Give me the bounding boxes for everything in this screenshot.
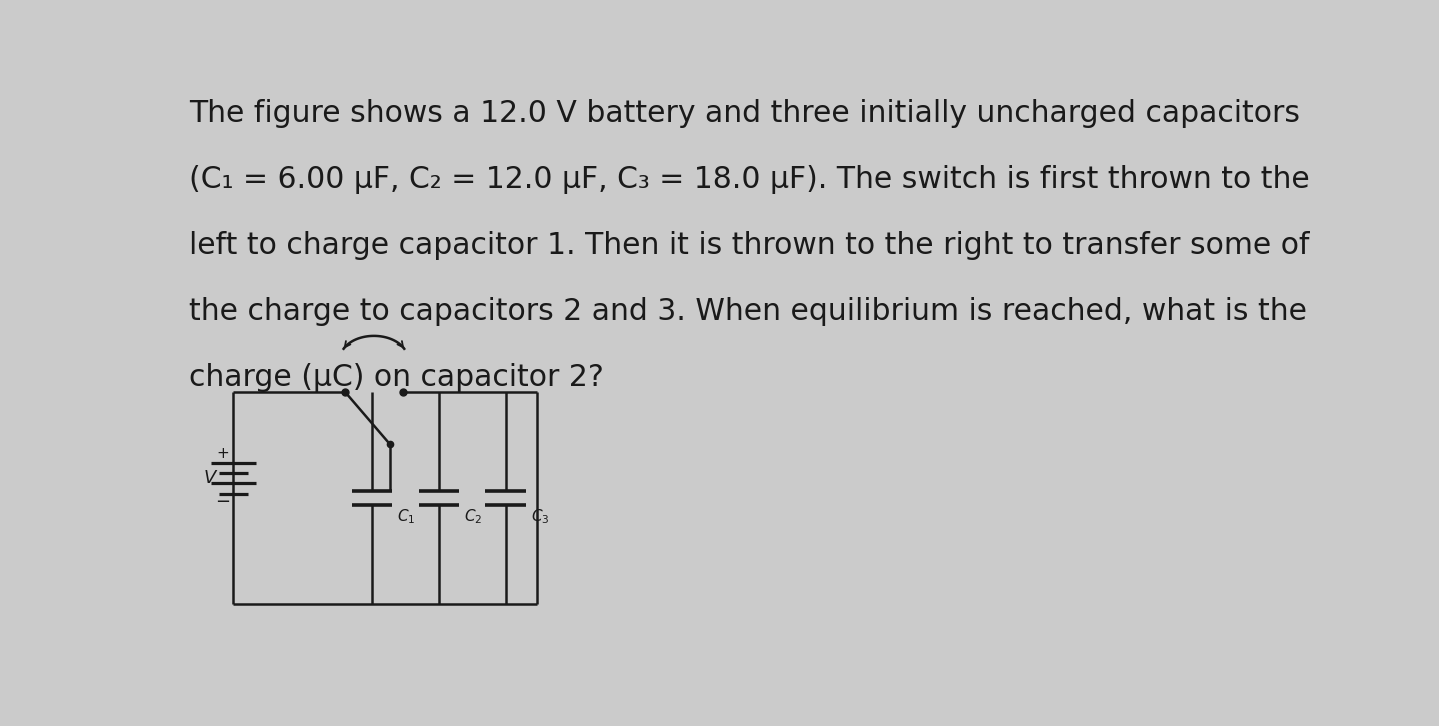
Text: $C_3$: $C_3$ [531, 507, 550, 526]
Text: charge (μC) on capacitor 2?: charge (μC) on capacitor 2? [189, 363, 604, 392]
Text: $C_1$: $C_1$ [397, 507, 416, 526]
Text: −: − [214, 493, 230, 511]
Text: the charge to capacitors 2 and 3. When equilibrium is reached, what is the: the charge to capacitors 2 and 3. When e… [189, 298, 1307, 326]
Text: +: + [216, 446, 229, 461]
Text: left to charge capacitor 1. Then it is thrown to the right to transfer some of: left to charge capacitor 1. Then it is t… [189, 232, 1309, 261]
Text: The figure shows a 12.0 V battery and three initially uncharged capacitors: The figure shows a 12.0 V battery and th… [189, 99, 1299, 129]
Text: $V$: $V$ [203, 470, 219, 487]
Text: $C_2$: $C_2$ [465, 507, 482, 526]
Text: (C₁ = 6.00 μF, C₂ = 12.0 μF, C₃ = 18.0 μF). The switch is first thrown to the: (C₁ = 6.00 μF, C₂ = 12.0 μF, C₃ = 18.0 μ… [189, 166, 1309, 195]
